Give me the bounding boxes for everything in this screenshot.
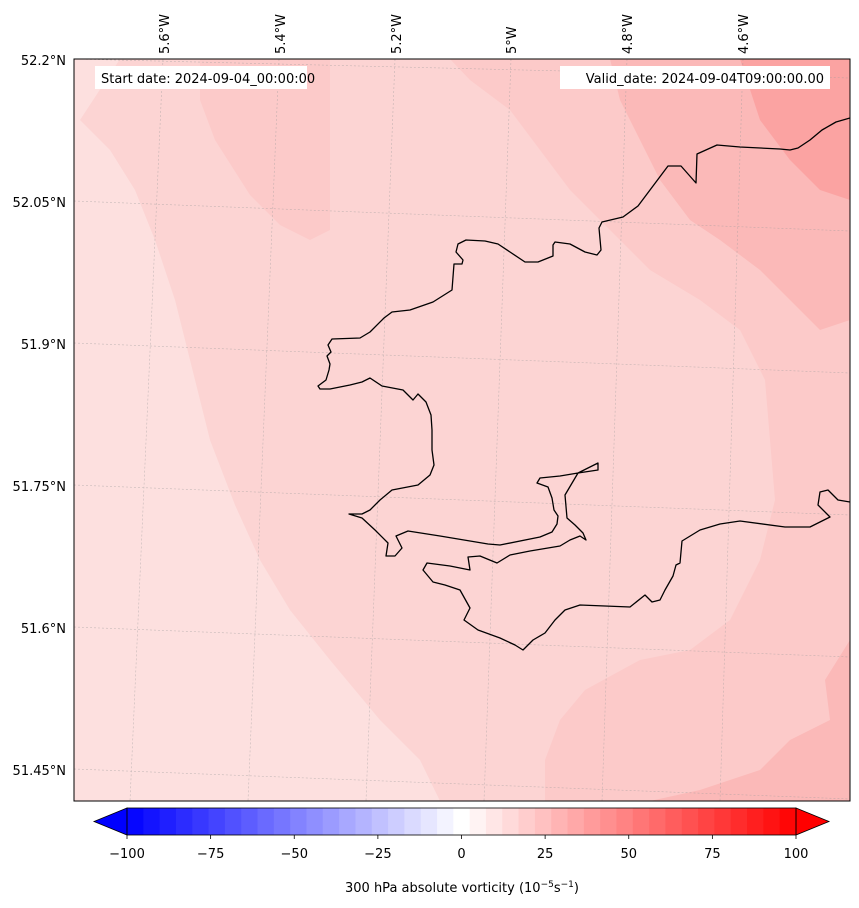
colorbar-cell <box>420 808 438 835</box>
colorbar: −100 −75 −50 −25 0 25 50 75 100 300 hPa absolute… <box>92 807 831 896</box>
lon-tick-label: 5.4°W <box>274 14 289 54</box>
colorbar-cell <box>290 808 308 835</box>
colorbar-cell <box>175 808 193 835</box>
start-date-box <box>95 66 307 89</box>
colorbar-cell <box>127 808 144 835</box>
lat-tick-label: 52.05°N <box>13 196 66 211</box>
colorbar-label-exp1: −5 <box>541 880 554 890</box>
colorbar-cell <box>208 808 226 835</box>
colorbar-cell <box>224 808 242 835</box>
colorbar-label-exp2: −1 <box>561 880 574 890</box>
colorbar-label-mid: s <box>554 881 561 896</box>
colorbar-cell <box>273 808 291 835</box>
colorbar-cell <box>322 808 340 835</box>
colorbar-cells <box>127 808 797 835</box>
lon-tick-label: 4.8°W <box>621 14 636 54</box>
colorbar-cell <box>747 808 764 835</box>
colorbar-tick-label: −75 <box>197 847 224 862</box>
latitude-labels: 52.2°N 52.05°N 51.9°N 51.75°N 51.6°N 51.… <box>13 54 66 779</box>
lon-tick-label: 5.2°W <box>390 14 405 54</box>
map-panel: Start date: 2024-09-04_00:00:00 Valid_da… <box>74 59 850 801</box>
lon-tick-label: 5°W <box>505 26 520 54</box>
coastline <box>317 117 850 651</box>
colorbar-cell <box>567 808 585 835</box>
colorbar-cell <box>388 808 405 835</box>
start-date-label: Start date: 2024-09-04_00:00:00 <box>101 72 315 87</box>
colorbar-cell <box>371 808 389 835</box>
colorbar-cell <box>257 808 275 835</box>
colorbar-cell <box>763 808 781 835</box>
colorbar-cell <box>241 808 259 835</box>
lat-tick-label: 51.6°N <box>21 622 66 637</box>
colorbar-tick-label: 75 <box>704 847 721 862</box>
colorbar-label: 300 hPa absolute vorticity (10−5s−1) <box>345 880 579 896</box>
colorbar-cell <box>632 808 650 835</box>
colorbar-tick-label: 0 <box>457 847 465 862</box>
colorbar-cell <box>665 808 683 835</box>
colorbar-tick-label: −25 <box>364 847 391 862</box>
colorbar-tick-label: 50 <box>620 847 637 862</box>
colorbar-cell <box>534 808 552 835</box>
colorbar-cell <box>681 808 699 835</box>
graticule <box>74 59 850 801</box>
lat-tick-label: 52.2°N <box>21 54 66 69</box>
colorbar-cell <box>649 808 667 835</box>
colorbar-cell <box>355 808 373 835</box>
colorbar-label-close: ) <box>574 881 579 896</box>
colorbar-cell <box>551 808 569 835</box>
lat-tick-label: 51.45°N <box>13 764 66 779</box>
colorbar-tick-label: −50 <box>281 847 308 862</box>
colorbar-cell <box>339 808 357 835</box>
colorbar-cell <box>306 808 324 835</box>
colorbar-cell <box>714 808 732 835</box>
longitude-labels: 5.6°W 5.4°W 5.2°W 5°W 4.8°W 4.6°W <box>158 14 752 54</box>
colorbar-cell <box>698 808 716 835</box>
colorbar-cell <box>583 808 601 835</box>
colorbar-label-main: 300 hPa absolute vorticity (10 <box>345 881 541 896</box>
lon-tick-label: 4.6°W <box>737 14 752 54</box>
colorbar-cell <box>437 808 454 835</box>
colorbar-cell <box>485 808 503 835</box>
colorbar-cell <box>518 808 536 835</box>
valid-date-label: Valid_date: 2024-09-04T09:00:00.00 <box>586 72 824 87</box>
colorbar-cell <box>453 808 471 835</box>
colorbar-cell <box>730 808 748 835</box>
colorbar-tick-label: −100 <box>109 847 145 862</box>
colorbar-min-extension <box>92 807 128 836</box>
lat-tick-label: 51.75°N <box>13 480 66 495</box>
colorbar-cell <box>404 808 422 835</box>
colorbar-ticks: −100 −75 −50 −25 0 25 50 75 100 <box>109 835 808 862</box>
colorbar-max-extension <box>795 807 831 836</box>
colorbar-cell <box>616 808 634 835</box>
colorbar-tick-label: 25 <box>537 847 554 862</box>
colorbar-cell <box>159 808 177 835</box>
vorticity-shading-max <box>740 59 850 200</box>
map-frame <box>73 58 851 802</box>
colorbar-cell <box>143 808 161 835</box>
colorbar-cell <box>600 808 618 835</box>
colorbar-tick-label: 100 <box>784 847 809 862</box>
lon-tick-label: 5.6°W <box>158 14 173 54</box>
colorbar-cell <box>779 808 797 835</box>
colorbar-cell <box>469 808 487 835</box>
lat-tick-label: 51.9°N <box>21 338 66 353</box>
valid-date-box <box>560 66 830 89</box>
colorbar-cell <box>192 808 210 835</box>
colorbar-cell <box>502 808 520 835</box>
